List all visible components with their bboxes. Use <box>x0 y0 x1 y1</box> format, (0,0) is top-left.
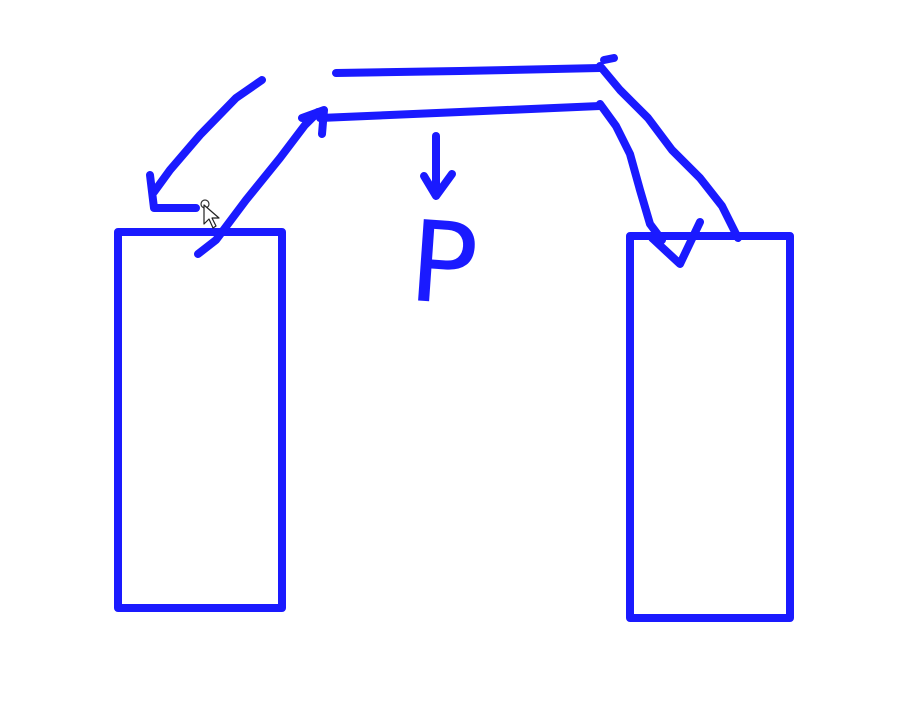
arrow-cursor-icon <box>200 199 220 229</box>
reaction-arrow-shaft <box>150 76 266 196</box>
left-support-arrowhead <box>298 106 328 138</box>
right-support-inner <box>596 100 666 244</box>
ink-layer <box>114 54 794 622</box>
right-support-outer <box>596 62 742 242</box>
right-support-vmark <box>648 218 704 268</box>
reaction-arrow-head <box>146 171 200 212</box>
load-label: P <box>405 197 481 331</box>
beam-corner-tick <box>600 54 618 64</box>
load-arrow-head <box>420 170 456 200</box>
beam-top-line <box>332 64 604 77</box>
left-pillar <box>114 228 286 612</box>
beam-bottom-line <box>316 102 604 122</box>
left-support-diagonal <box>194 108 322 258</box>
right-pillar <box>626 232 794 622</box>
